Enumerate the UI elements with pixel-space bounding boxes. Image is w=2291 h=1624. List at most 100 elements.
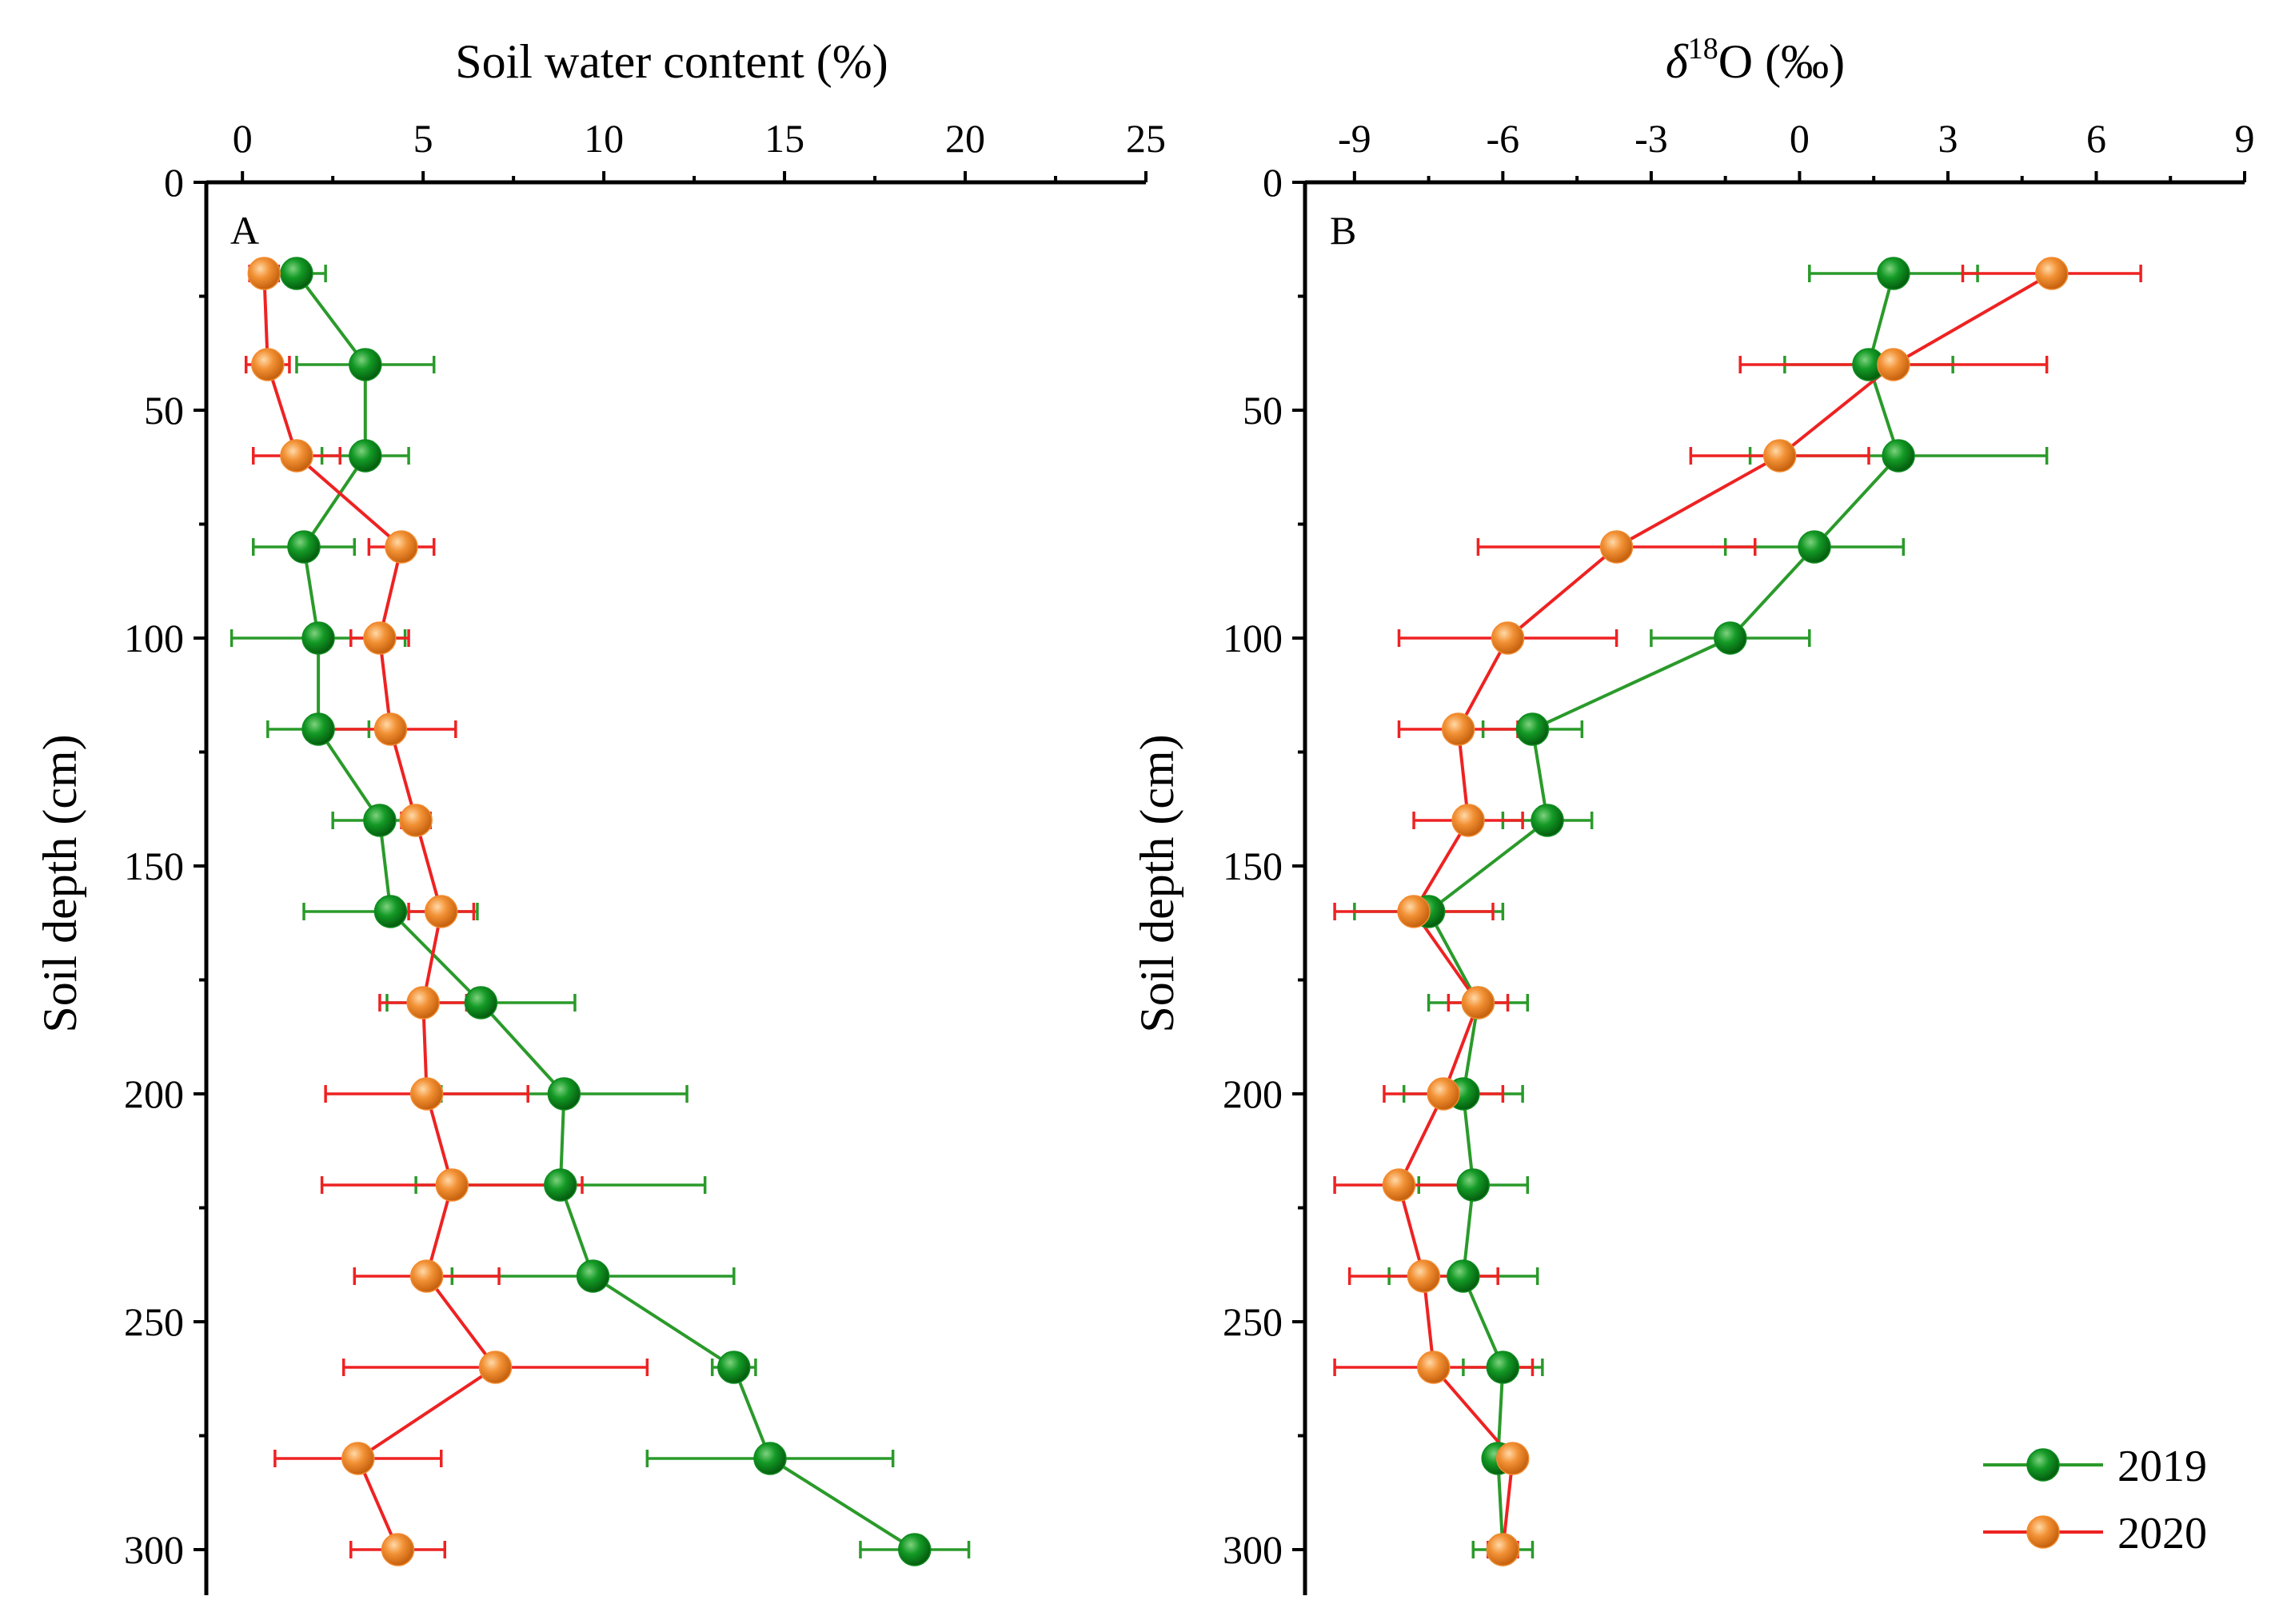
panel-b-point-2019 (1798, 530, 1831, 564)
panel-a-point-2019 (301, 712, 335, 746)
panel-b-x-tick-label: -6 (1487, 116, 1520, 161)
panel-a-point-2020 (251, 348, 285, 381)
panel-b-y-tick-label: 300 (1223, 1527, 1283, 1572)
panel-a-point-2020 (435, 1168, 469, 1202)
panel-b-point-2020 (1397, 895, 1431, 928)
panel-a-point-2020 (381, 1533, 415, 1566)
panel-b-point-2020 (1451, 804, 1485, 837)
panel-b-point-2020 (1599, 530, 1634, 564)
panel-b-letter: B (1330, 208, 1356, 253)
panel-a-point-2019 (898, 1533, 932, 1566)
panel-a-point-2020 (280, 439, 313, 473)
panel-b-point-2020 (1495, 1442, 1530, 1475)
panel-b-point-2019 (1515, 712, 1550, 746)
legend-marker-2020 (2026, 1515, 2060, 1549)
panel-b-point-2019 (1882, 439, 1915, 473)
panel-b-y-axis-title: Soil depth (cm) (1131, 734, 1183, 1032)
panel-b-x-tick-label: 9 (2235, 116, 2255, 161)
panel-b-error-bars (1333, 265, 2142, 1558)
panel-b-y-tick-label: 200 (1223, 1071, 1283, 1116)
panel-b-point-2020 (1407, 1259, 1441, 1293)
panel-b-y-tick-label: 150 (1223, 844, 1283, 888)
panel-a-y-tick-label: 250 (124, 1299, 184, 1344)
panel-a-y-tick-label: 100 (124, 616, 184, 660)
panel-a-point-2019 (544, 1168, 577, 1202)
panel-a-x-tick-label: 25 (1126, 116, 1166, 161)
panel-b-y-tick-label: 0 (1263, 160, 1283, 205)
panel-b-point-2020 (1382, 1168, 1416, 1202)
panel-a-point-2019 (301, 621, 335, 655)
panel-a-letter: A (230, 208, 259, 253)
panel-a-x-tick-label: 10 (584, 116, 624, 161)
panel-a-y-tick-label: 150 (124, 844, 184, 888)
panel-b-point-2020 (1441, 712, 1475, 746)
panel-b-point-2020 (1427, 1077, 1460, 1111)
legend-marker-2019 (2026, 1448, 2060, 1482)
panel-b-point-2020 (1461, 986, 1495, 1019)
panel-a-y-tick-label: 200 (124, 1071, 184, 1116)
panel-a-x-tick-label: 0 (233, 116, 253, 161)
panel-b-point-2019 (1877, 257, 1910, 290)
panel-a-point-2019 (280, 257, 313, 290)
panel-b-x-axis-title-superscript: 18 (1688, 32, 1718, 66)
legend-label-2019: 2019 (2117, 1442, 2207, 1491)
panel-b-point-2020 (1491, 621, 1525, 655)
panel-b-point-2020 (1877, 348, 1910, 381)
panel-a-point-2019 (464, 986, 498, 1019)
legend-label-2020: 2020 (2117, 1509, 2207, 1558)
panel-a-point-2019 (576, 1259, 610, 1293)
panel-a-point-2019 (287, 530, 321, 564)
panel-a-x-tick-label: 5 (413, 116, 433, 161)
panel-a-point-2019 (349, 348, 382, 381)
panel-a-point-2020 (478, 1351, 513, 1384)
panel-b-point-2020 (1762, 439, 1797, 473)
panel-a-point-2020 (373, 712, 408, 746)
panel-b-point-2019 (1456, 1168, 1491, 1202)
panel-a-point-2019 (753, 1442, 787, 1475)
legend-item-2020: 2020 (1983, 1509, 2207, 1558)
panel-b-x-tick-label: 0 (1790, 116, 1810, 161)
panel-a: Soil water content (%) Soil depth (cm) A… (34, 35, 1166, 1595)
panel-a-points (247, 257, 932, 1566)
panel-a-y-axis-title: Soil depth (cm) (34, 734, 86, 1032)
panel-a-point-2019 (717, 1351, 751, 1384)
panel-a-point-2020 (425, 895, 458, 928)
panel-a-y-tick-label: 300 (124, 1527, 184, 1572)
panel-a-x-axis-title: Soil water content (%) (455, 35, 888, 88)
panel-b-y-tick-label: 250 (1223, 1299, 1283, 1344)
panel-a-point-2020 (409, 1259, 444, 1293)
panel-a-x-tick-label: 15 (764, 116, 804, 161)
panel-b-x-axis-title-delta: δ (1666, 35, 1689, 88)
panel-b-axes: -9 -6 -3 0 3 6 9 0 50 100 150 200 250 300 (1223, 116, 2255, 1595)
panel-a-x-tick-label: 20 (945, 116, 985, 161)
panel-b-x-tick-label: 6 (2086, 116, 2106, 161)
panel-a-y-tick-label: 50 (144, 388, 184, 433)
panel-a-point-2020 (406, 986, 440, 1019)
panel-a-point-2020 (399, 804, 433, 837)
panel-b-point-2020 (1486, 1533, 1520, 1566)
panel-a-point-2019 (363, 804, 397, 837)
panel-a-point-2019 (349, 439, 382, 473)
panel-b: δ18O (‰) Soil depth (cm) B -9 -6 -3 0 3 6 9 0 50… (1131, 32, 2255, 1595)
panel-a-point-2019 (547, 1077, 581, 1111)
panel-b-x-tick-label: 3 (1938, 116, 1958, 161)
panel-b-point-2019 (1486, 1351, 1520, 1384)
panel-b-y-tick-label: 50 (1243, 388, 1283, 433)
panel-a-point-2020 (363, 621, 397, 655)
panel-b-point-2020 (2035, 257, 2069, 290)
legend: 2019 2020 (1983, 1442, 2207, 1558)
panel-b-x-tick-label: -9 (1338, 116, 1371, 161)
panel-b-y-tick-label: 100 (1223, 616, 1283, 660)
panel-b-point-2019 (1531, 804, 1564, 837)
panel-b-x-axis-title: δ18O (‰) (1666, 32, 1845, 88)
panel-b-points (1382, 257, 2069, 1566)
panel-b-point-2019 (1447, 1259, 1480, 1293)
panel-a-error-bars (229, 265, 971, 1558)
panel-b-x-tick-label: -3 (1634, 116, 1668, 161)
panel-a-point-2020 (247, 257, 281, 290)
panel-a-y-tick-label: 0 (164, 160, 184, 205)
panel-a-point-2019 (373, 895, 408, 928)
legend-item-2019: 2019 (1983, 1442, 2207, 1491)
